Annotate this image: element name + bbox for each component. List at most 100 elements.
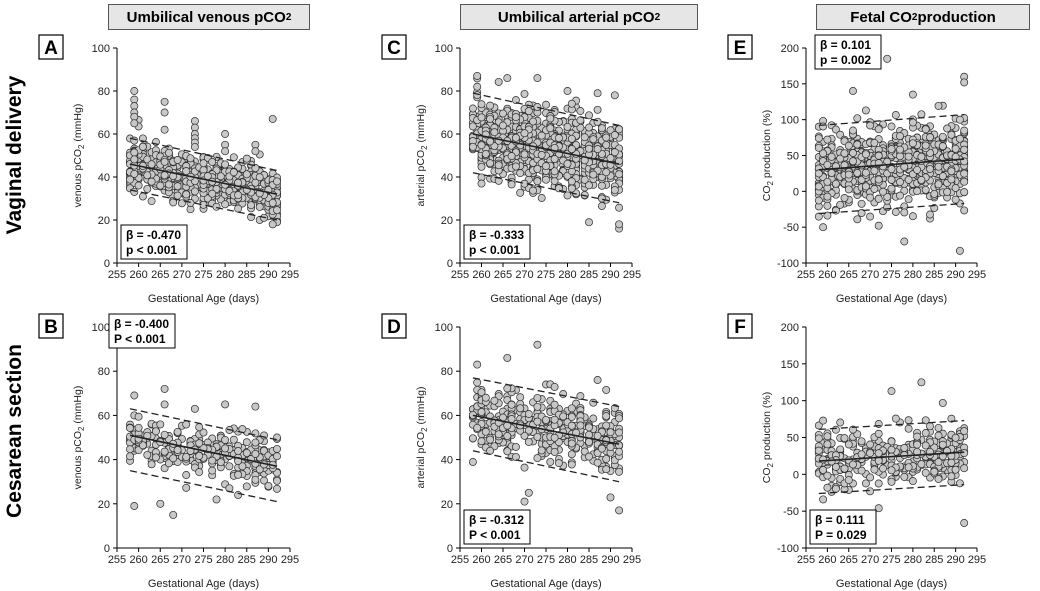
column-header-arterial-text: Umbilical arterial pCO (497, 8, 655, 26)
data-point-F-303 (840, 434, 849, 443)
data-point-F-334 (874, 504, 883, 513)
data-point-E-610 (960, 145, 969, 154)
stats-box-E (814, 34, 882, 70)
data-point-E-711 (896, 145, 904, 154)
x-tick-label-E-2: 265 (840, 269, 858, 281)
data-point-A-582 (138, 142, 147, 151)
stats-beta-A: β = -0.470 (126, 228, 181, 242)
data-point-A-638 (126, 175, 134, 184)
points-A (126, 87, 281, 229)
data-point-E-471 (934, 180, 943, 189)
column-header-arterial: Umbilical arterial pCO 2 (460, 4, 698, 30)
data-point-A-655 (130, 119, 139, 128)
data-point-E-681 (943, 124, 952, 133)
y-tick-label-A-5: 100 (92, 43, 110, 55)
y-tick-label-C-5: 100 (435, 43, 453, 55)
band-upper-D (472, 377, 620, 408)
data-point-F-106 (947, 414, 956, 423)
x-tick-label-D-0: 255 (451, 554, 469, 566)
data-point-F-267 (887, 445, 896, 454)
y-axis-label-sub-B: 2 (77, 426, 86, 431)
data-point-D-257 (473, 378, 482, 387)
data-point-E-479 (874, 125, 883, 134)
data-point-B-231 (143, 450, 152, 459)
x-tick-label-B-3: 270 (173, 554, 191, 566)
data-point-B-263 (229, 435, 238, 444)
y-tick-label-F-5: 150 (781, 359, 799, 371)
y-axis-label-main-B: venous pCO (72, 431, 84, 489)
x-tick-label-A-6: 285 (238, 269, 256, 281)
data-point-C-452 (563, 122, 572, 131)
data-point-A-617 (242, 154, 251, 163)
data-point-D-213 (589, 398, 598, 407)
data-point-F-171 (904, 416, 913, 425)
data-point-D-290 (615, 414, 624, 423)
data-point-E-103 (883, 203, 892, 212)
x-axis-label-E: Gestational Age (days) (836, 293, 947, 305)
x-tick-label-A-0: 255 (108, 269, 126, 281)
data-point-B-130 (134, 412, 143, 421)
data-point-F-103 (887, 437, 896, 446)
data-point-D-385 (520, 497, 529, 506)
data-point-D-384 (615, 506, 624, 515)
data-point-A-644 (273, 206, 281, 215)
data-point-E-453 (814, 196, 823, 205)
data-point-E-692 (827, 152, 836, 161)
x-tick-label-B-5: 280 (216, 554, 234, 566)
data-point-E-727 (819, 223, 828, 232)
y-tick-label-C-4: 80 (441, 86, 453, 98)
data-point-B-73 (225, 462, 234, 471)
data-point-E-714 (887, 165, 896, 174)
data-point-C-690 (537, 131, 546, 140)
data-point-C-754 (580, 133, 589, 142)
data-point-E-702 (870, 166, 879, 175)
stats-p-E: p = 0.002 (820, 53, 871, 67)
data-point-C-745 (533, 164, 542, 173)
panel-letter-box-A (38, 34, 64, 60)
data-point-E-705 (849, 149, 857, 157)
y-tick-label-E-2: 0 (793, 186, 799, 198)
y-axis-label-main-A: venous pCO (72, 149, 84, 207)
data-point-D-369 (546, 457, 555, 466)
data-point-B-301 (156, 499, 165, 508)
data-point-D-298 (507, 400, 516, 409)
y-tick-label-D-2: 40 (441, 455, 453, 467)
data-point-D-382 (533, 340, 542, 349)
data-point-A-650 (130, 87, 139, 95)
data-point-C-840 (593, 145, 602, 154)
panel-letter-box-D (381, 313, 407, 339)
data-point-C-796 (486, 114, 495, 123)
data-point-A-637 (186, 154, 195, 163)
y-tick-label-B-3: 60 (98, 410, 110, 422)
data-point-B-304 (160, 384, 169, 393)
data-point-D-380 (473, 360, 482, 369)
data-point-E-706 (921, 125, 930, 134)
points-C (468, 71, 624, 233)
y-tick-label-E-1: -50 (783, 222, 799, 234)
data-point-C-741 (576, 107, 585, 115)
data-point-E-677 (844, 141, 853, 150)
data-point-F-163 (879, 464, 887, 473)
data-point-B-237 (195, 451, 204, 460)
data-point-F-294 (844, 440, 853, 449)
data-point-E-589 (947, 175, 956, 184)
data-point-C-844 (585, 144, 593, 153)
data-point-E-578 (926, 133, 934, 142)
data-point-D-131 (576, 392, 585, 401)
data-point-E-676 (908, 139, 917, 148)
data-point-B-291 (208, 456, 217, 465)
data-point-B-142 (169, 454, 178, 463)
x-tick-label-C-3: 270 (515, 269, 533, 281)
data-point-C-801 (486, 137, 495, 146)
data-point-A-598 (247, 201, 256, 210)
data-point-B-293 (234, 447, 243, 455)
panel-letter-B: B (44, 317, 58, 338)
data-point-D-296 (524, 437, 533, 446)
data-point-B-208 (182, 483, 191, 492)
data-point-B-255 (138, 441, 147, 450)
data-point-C-579 (554, 184, 563, 193)
data-point-C-854 (563, 87, 572, 95)
y-axis-label-tail-E: production (%) (761, 110, 773, 181)
data-point-C-88 (516, 188, 525, 197)
x-tick-label-B-4: 275 (194, 554, 212, 566)
